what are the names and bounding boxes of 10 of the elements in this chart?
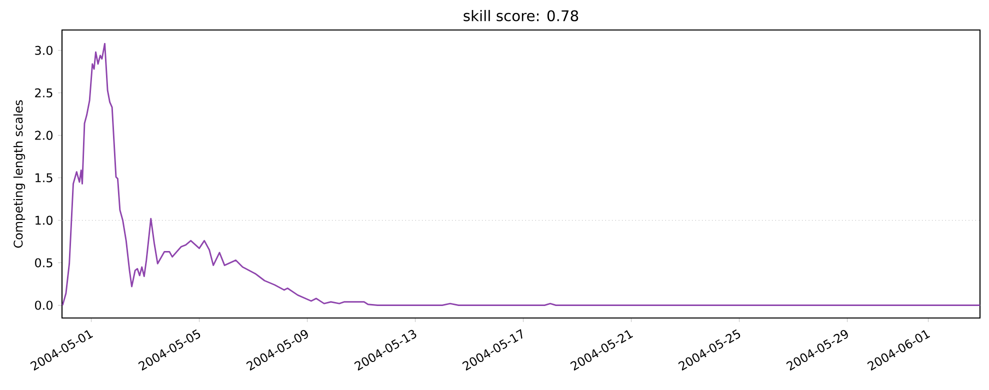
y-tick-label: 2.5 <box>35 88 52 98</box>
chart-title: skill score: 0.78 <box>464 10 578 22</box>
y-tick-label: 2.0 <box>35 130 52 140</box>
line-series <box>62 42 980 306</box>
y-tick-label: 3.0 <box>35 46 52 55</box>
y-tick-label: 1.0 <box>36 216 52 225</box>
y-tick-label: 0.5 <box>35 258 52 268</box>
y-axis-title: Competing length scales <box>13 100 26 248</box>
y-tick-label: 0.0 <box>35 300 52 310</box>
y-tick-label: 1.5 <box>36 173 52 182</box>
